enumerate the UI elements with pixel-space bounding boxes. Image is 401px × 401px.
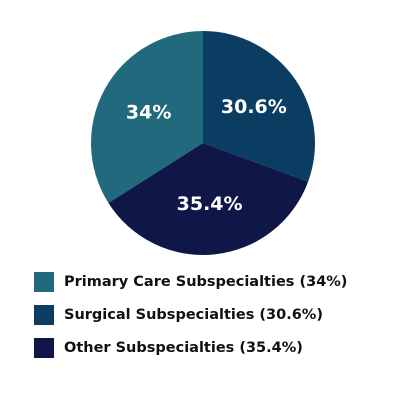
value-label: 35.4% [177,193,243,215]
pie-slice [108,143,309,256]
pie-slice [203,31,315,182]
value-label: 30.6% [221,96,287,118]
pie-slice [90,31,203,204]
legend-label: Other Subspecialties (35.4%) [64,340,303,356]
legend-label: Surgical Subspecialties (30.6%) [64,307,323,323]
legend-swatch [34,338,54,358]
legend-swatch [34,305,54,325]
value-label: 34% [126,102,171,124]
legend-swatch [34,272,54,292]
legend-label: Primary Care Subspecialties (34%) [64,274,347,290]
